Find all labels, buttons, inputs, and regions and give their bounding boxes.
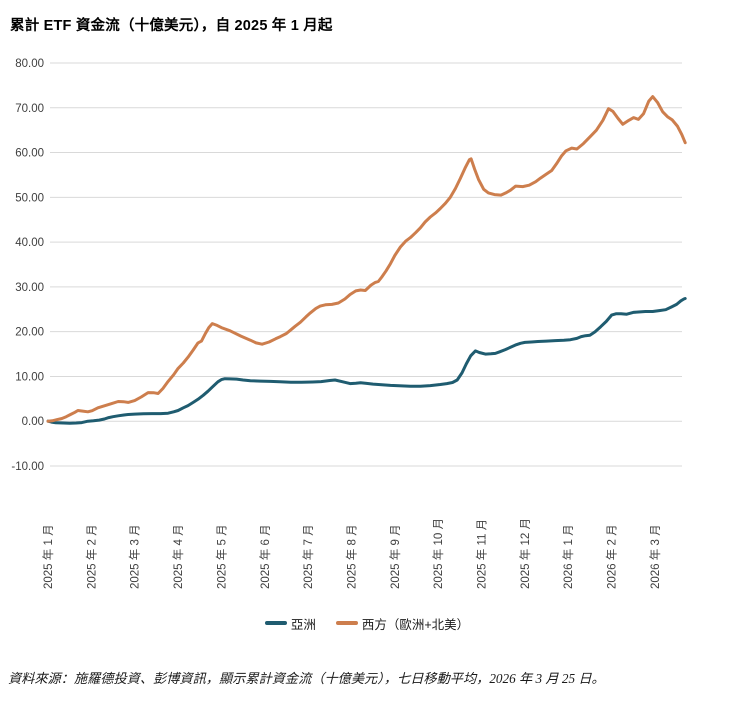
- y-axis-tick-label: 70.00: [15, 103, 44, 115]
- legend-label: 亞洲: [290, 617, 316, 632]
- y-axis-tick-label: 10.00: [15, 371, 44, 383]
- y-axis-tick-label: 0.00: [22, 416, 44, 428]
- x-axis-tick-label: 2025 年 3 月: [128, 524, 142, 589]
- x-axis-tick-label: 2025 年 1 月: [41, 524, 55, 589]
- legend-item: 亞洲: [264, 614, 316, 633]
- x-axis-tick-label: 2025 年 2 月: [84, 524, 98, 589]
- y-axis-tick-label: 40.00: [15, 237, 44, 249]
- y-axis-tick-label: 50.00: [15, 192, 44, 204]
- source-note: 資料來源：施羅德投資、彭博資訊，顯示累計資金流（十億美元），七日移動平均，202…: [8, 671, 605, 686]
- y-axis-tick-label: 20.00: [15, 327, 44, 339]
- x-axis-tick-label: 2025 年 12 月: [518, 518, 532, 589]
- chart-title: 累計 ETF 資金流（十億美元），自 2025 年 1 月起: [10, 18, 333, 34]
- x-axis-tick-label: 2026 年 2 月: [605, 524, 619, 589]
- legend-item: 西方（歐洲+北美）: [335, 614, 470, 633]
- legend-line-swatch: [264, 621, 287, 625]
- series-line-西方（歐洲+北美）: [46, 95, 687, 423]
- x-axis-tick-label: 2026 年 3 月: [648, 524, 662, 589]
- y-axis-tick-label: 80.00: [15, 58, 44, 70]
- x-axis-tick-label: 2025 年 5 月: [214, 524, 228, 589]
- x-axis-tick-label: 2025 年 8 月: [344, 524, 358, 589]
- x-axis-tick-label: 2025 年 10 月: [431, 518, 445, 589]
- x-axis-tick-label: 2025 年 4 月: [171, 524, 185, 589]
- etf-flows-line-chart: 80.00 70.00 60.00 50.00 40.00 30.00 20.00 10.00…: [11, 58, 687, 589]
- x-axis-tick-label: 2026 年 1 月: [561, 524, 575, 589]
- y-axis-tick-label: 30.00: [15, 282, 44, 294]
- series-line-亞洲: [46, 297, 687, 425]
- chart-legend: 亞洲 西方（歐洲+北美）: [0, 611, 734, 635]
- x-axis-tick-label: 2025 年 9 月: [388, 524, 402, 589]
- x-axis-tick-label: 2025 年 11 月: [475, 519, 489, 589]
- legend-line-swatch: [335, 621, 358, 625]
- legend-label: 西方（歐洲+北美）: [361, 617, 470, 632]
- y-axis-tick-label: -10.00: [11, 461, 44, 473]
- y-axis-tick-label: 60.00: [15, 148, 44, 160]
- x-axis-tick-label: 2025 年 7 月: [301, 524, 315, 589]
- x-axis-tick-label: 2025 年 6 月: [258, 524, 272, 589]
